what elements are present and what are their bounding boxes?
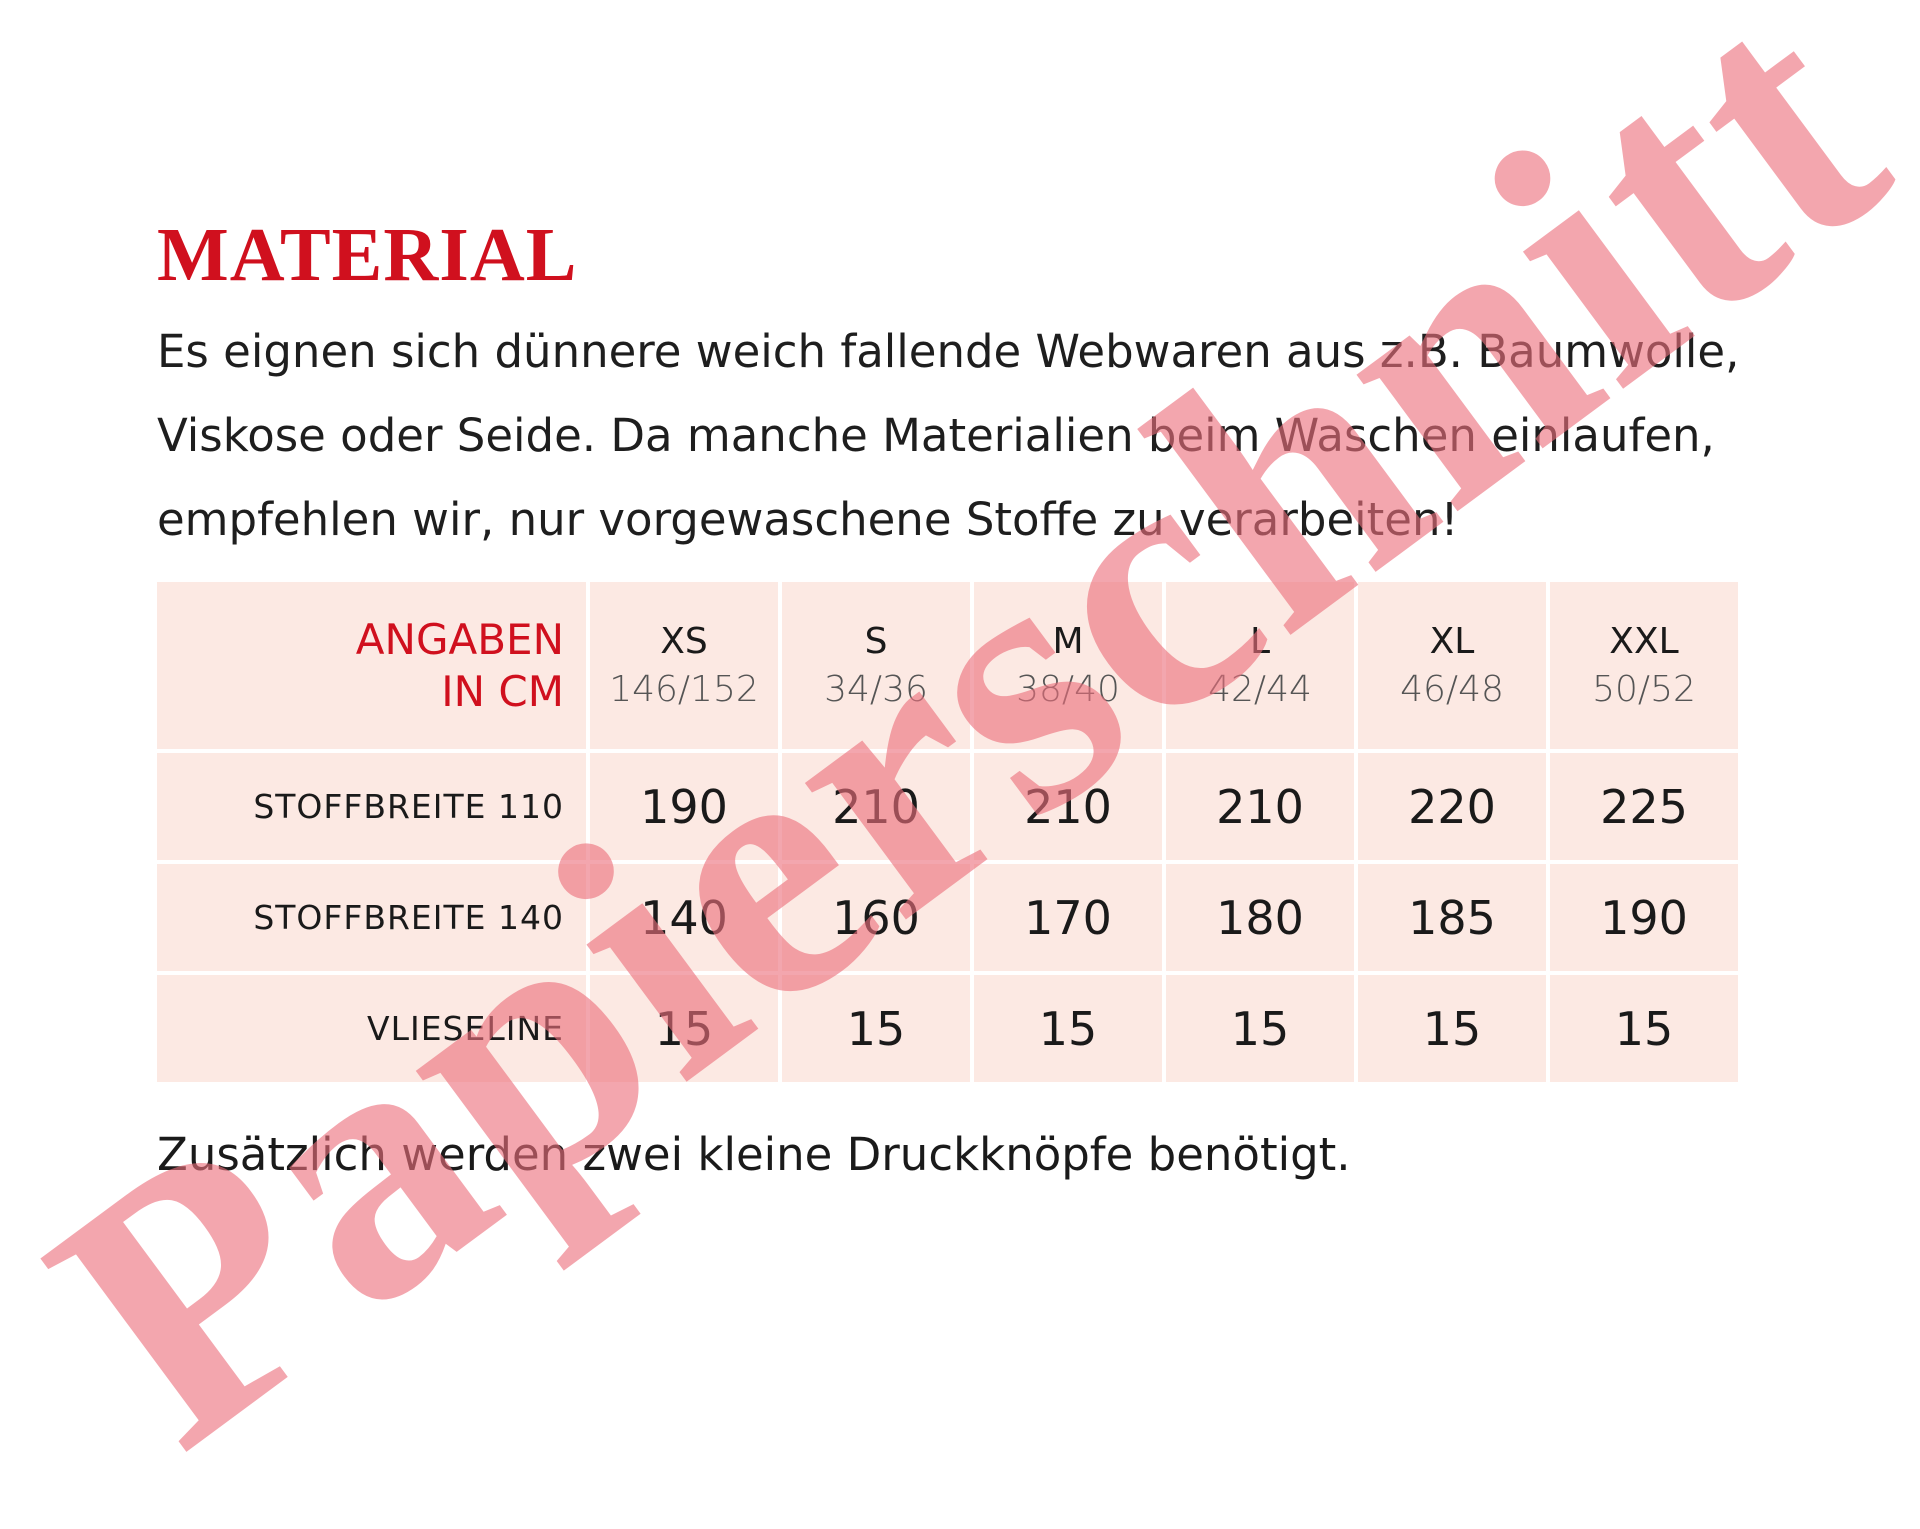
size-label: XXL bbox=[1609, 620, 1679, 662]
value-cell: 15 bbox=[1550, 975, 1738, 1082]
size-header-cell: M 38/40 bbox=[974, 582, 1162, 749]
size-header-cell: XXL 50/52 bbox=[1550, 582, 1738, 749]
size-fit: 34/36 bbox=[824, 668, 928, 710]
value-cell: 190 bbox=[1550, 864, 1738, 971]
size-header-cell: L 42/44 bbox=[1166, 582, 1354, 749]
value-cell: 210 bbox=[1166, 753, 1354, 860]
size-fit: 46/48 bbox=[1400, 668, 1504, 710]
value-cell: 15 bbox=[974, 975, 1162, 1082]
value-cell: 210 bbox=[974, 753, 1162, 860]
table-row: VLIESELINE 15 15 15 15 15 15 bbox=[157, 975, 1738, 1082]
value-cell: 15 bbox=[590, 975, 778, 1082]
table-row: STOFFBREITE 110 190 210 210 210 220 225 bbox=[157, 753, 1738, 860]
value-cell: 160 bbox=[782, 864, 970, 971]
value-cell: 220 bbox=[1358, 753, 1546, 860]
value-cell: 140 bbox=[590, 864, 778, 971]
intro-line: empfehlen wir, nur vorgewaschene Stoffe … bbox=[157, 493, 1459, 546]
size-header-cell: S 34/36 bbox=[782, 582, 970, 749]
row-label: VLIESELINE bbox=[157, 975, 586, 1082]
value-cell: 180 bbox=[1166, 864, 1354, 971]
value-cell: 185 bbox=[1358, 864, 1546, 971]
size-label: L bbox=[1249, 620, 1271, 662]
section-title: MATERIAL bbox=[157, 213, 578, 297]
value-cell: 15 bbox=[1358, 975, 1546, 1082]
size-label: M bbox=[1052, 620, 1084, 662]
row-label: STOFFBREITE 110 bbox=[157, 753, 586, 860]
value-cell: 15 bbox=[1166, 975, 1354, 1082]
size-label: XL bbox=[1429, 620, 1475, 662]
header-label-cell: ANGABEN IN CM bbox=[157, 582, 586, 749]
size-label: S bbox=[864, 620, 888, 662]
row-label: STOFFBREITE 140 bbox=[157, 864, 586, 971]
size-fit: 50/52 bbox=[1592, 668, 1696, 710]
intro-paragraph: Es eignen sich dünnere weich fallende We… bbox=[157, 310, 1777, 562]
header-label-line: ANGABEN bbox=[355, 614, 564, 664]
size-label: XS bbox=[660, 620, 708, 662]
size-header-cell: XL 46/48 bbox=[1358, 582, 1546, 749]
intro-line: Es eignen sich dünnere weich fallende We… bbox=[157, 325, 1740, 378]
size-header-cell: XS 146/152 bbox=[590, 582, 778, 749]
value-cell: 170 bbox=[974, 864, 1162, 971]
table-row: STOFFBREITE 140 140 160 170 180 185 190 bbox=[157, 864, 1738, 971]
footer-note: Zusätzlich werden zwei kleine Druckknöpf… bbox=[157, 1128, 1351, 1181]
value-cell: 190 bbox=[590, 753, 778, 860]
intro-line: Viskose oder Seide. Da manche Materialie… bbox=[157, 409, 1715, 462]
value-cell: 210 bbox=[782, 753, 970, 860]
value-cell: 225 bbox=[1550, 753, 1738, 860]
size-fit: 146/152 bbox=[609, 668, 759, 710]
size-fit: 42/44 bbox=[1208, 668, 1312, 710]
table-header-row: ANGABEN IN CM XS 146/152 S 34/36 M 38/40 L 4… bbox=[157, 582, 1738, 749]
material-table: ANGABEN IN CM XS 146/152 S 34/36 M 38/40 L 4… bbox=[153, 578, 1742, 1086]
header-label-line: IN CM bbox=[441, 666, 564, 716]
size-fit: 38/40 bbox=[1016, 668, 1120, 710]
value-cell: 15 bbox=[782, 975, 970, 1082]
